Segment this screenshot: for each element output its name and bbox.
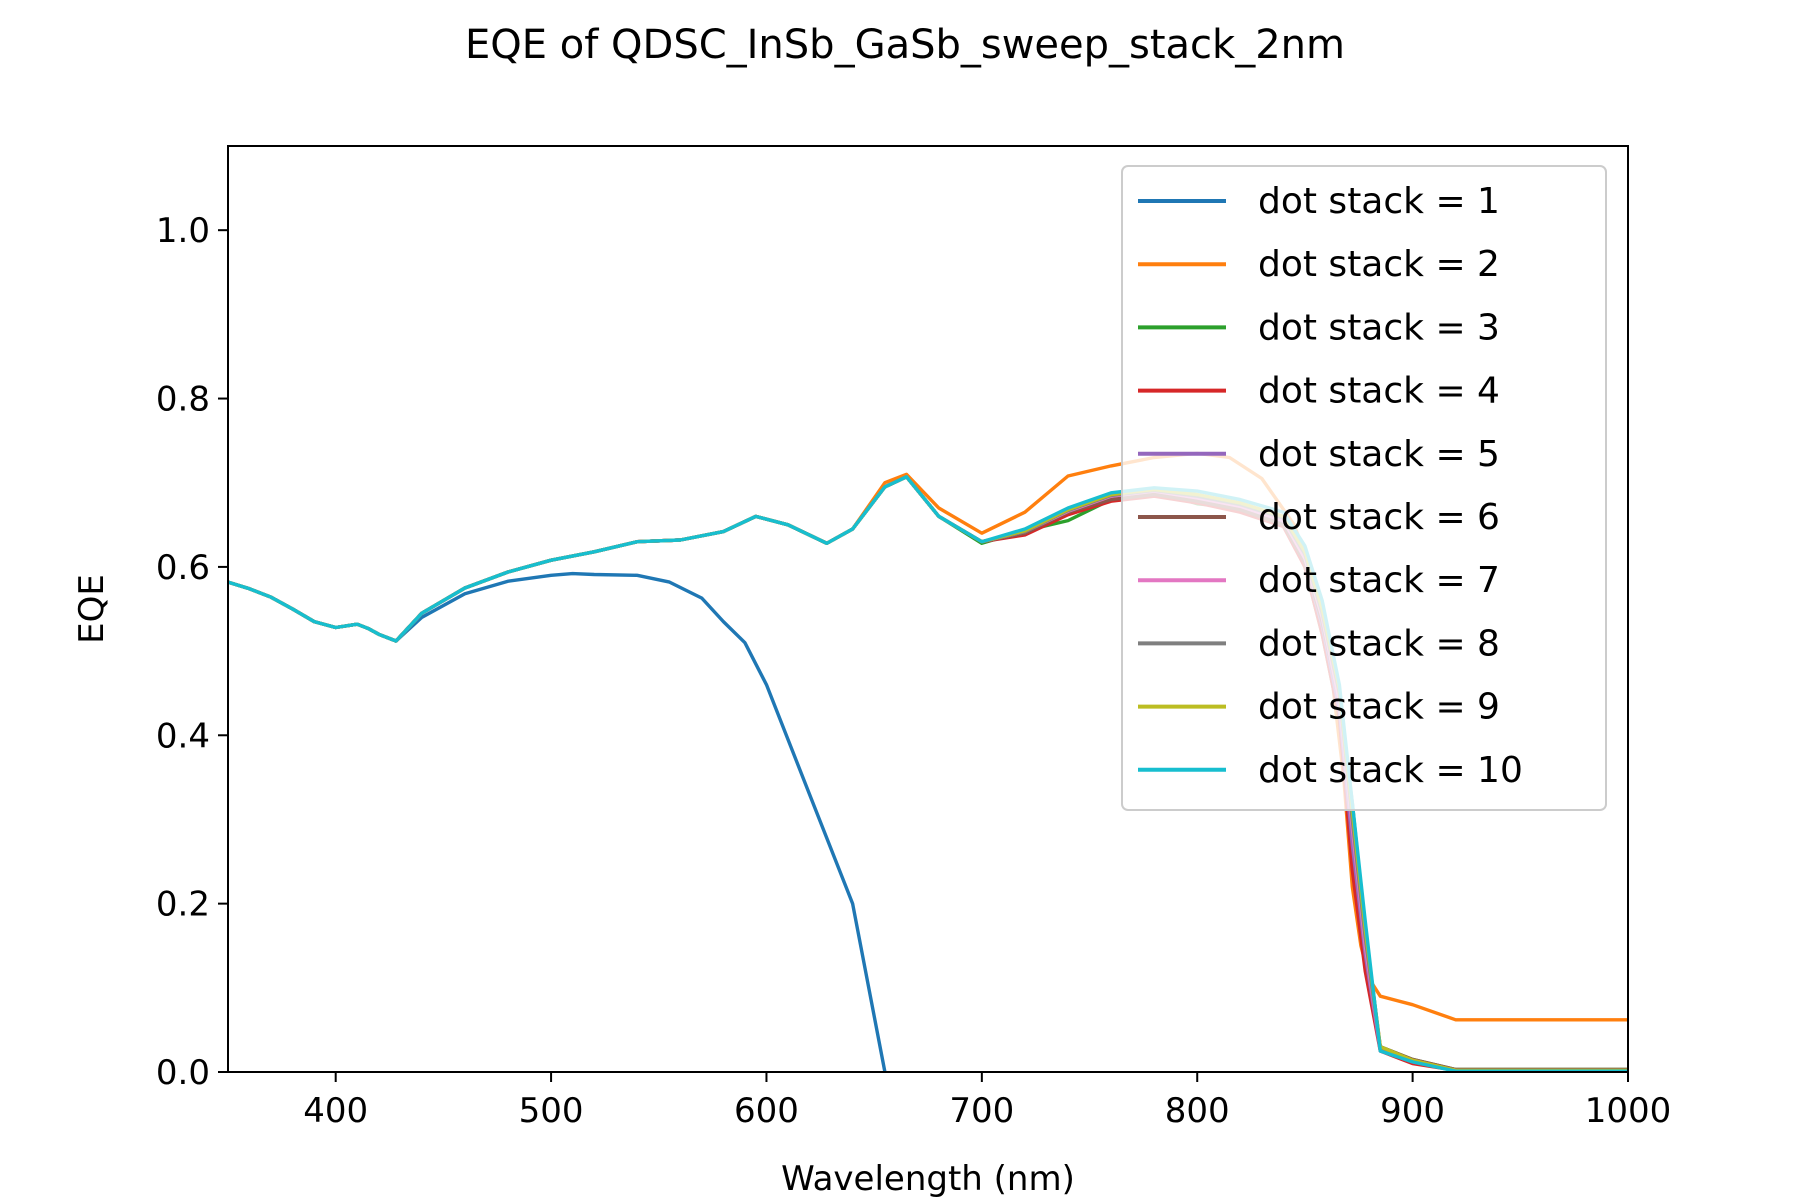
legend-label-3: dot stack = 3 <box>1258 307 1500 348</box>
y-tick-label: 1.0 <box>156 211 210 251</box>
x-tick-label: 600 <box>734 1091 799 1131</box>
legend-label-1: dot stack = 1 <box>1258 181 1500 222</box>
legend-label-8: dot stack = 8 <box>1258 623 1500 664</box>
y-tick-label: 0.6 <box>156 548 210 588</box>
x-tick-label: 500 <box>519 1091 584 1131</box>
x-tick-label: 800 <box>1165 1091 1230 1131</box>
y-axis-label: EQE <box>72 574 112 644</box>
plot-area-frame <box>227 145 1629 1073</box>
x-tick-label: 700 <box>949 1091 1014 1131</box>
legend-label-2: dot stack = 2 <box>1258 244 1500 285</box>
x-tick-label: 1000 <box>1585 1091 1672 1131</box>
x-axis-ticks: 400 500 600 700 800 900 1000 <box>303 1072 1671 1131</box>
y-tick-label: 0.2 <box>156 885 210 925</box>
series-line-1 <box>228 571 887 1072</box>
legend-box <box>1121 165 1607 811</box>
legend-label-10: dot stack = 10 <box>1258 750 1523 791</box>
x-axis-label: Wavelength (nm) <box>781 1159 1075 1199</box>
legend-label-4: dot stack = 4 <box>1258 371 1500 412</box>
legend: dot stack = 1 dot stack = 2 dot stack = 3 d… <box>1121 165 1607 811</box>
x-tick-label: 400 <box>303 1091 368 1131</box>
y-axis-ticks: 0.0 0.2 0.4 0.6 0.8 1.0 <box>156 211 228 1093</box>
y-tick-label: 0.0 <box>156 1053 210 1093</box>
legend-label-6: dot stack = 6 <box>1258 497 1500 538</box>
x-tick-label: 900 <box>1380 1091 1445 1131</box>
legend-label-7: dot stack = 7 <box>1258 560 1500 601</box>
legend-label-5: dot stack = 5 <box>1258 434 1500 475</box>
legend-label-9: dot stack = 9 <box>1258 687 1500 728</box>
y-tick-label: 0.8 <box>156 380 210 420</box>
y-tick-label: 0.4 <box>156 716 210 756</box>
chart-title: EQE of QDSC_InSb_GaSb_sweep_stack_2nm <box>465 22 1345 68</box>
